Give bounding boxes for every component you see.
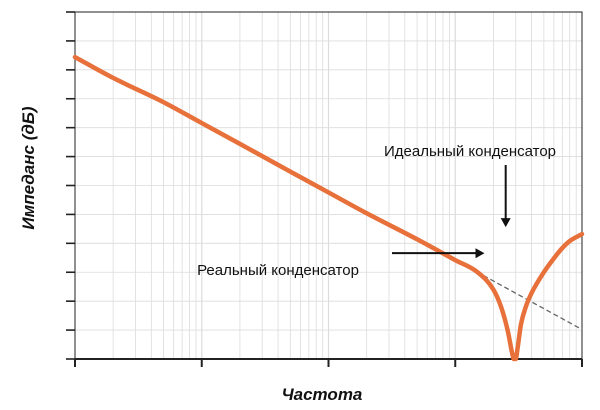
real-capacitor-series <box>72 54 585 362</box>
x-axis-title: Частота <box>282 385 363 404</box>
annotation-real-label: Реальный конденсатор <box>197 262 359 279</box>
annotation-arrowhead-real <box>475 248 485 259</box>
annotation-arrowhead-ideal <box>500 218 511 228</box>
grid-lines <box>75 12 582 359</box>
axes <box>66 11 583 367</box>
annotations: Идеальный конденсатор Реальный конденсат… <box>197 143 556 279</box>
y-axis-title: Импеданс (дБ) <box>19 106 38 229</box>
series-line-real <box>72 54 585 362</box>
annotation-ideal-label: Идеальный конденсатор <box>384 143 556 160</box>
